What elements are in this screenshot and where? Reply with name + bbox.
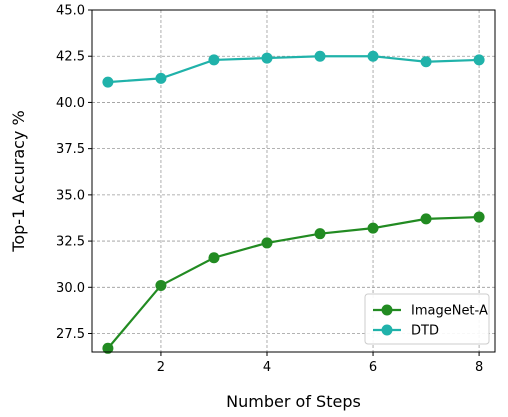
y-tick-label: 27.5 <box>56 327 85 342</box>
y-axis-label: Top-1 Accuracy % <box>9 110 28 252</box>
series-imagenet-a <box>102 211 485 354</box>
legend-item: DTD <box>373 324 439 339</box>
data-point <box>420 213 432 225</box>
series-dtd <box>102 50 485 88</box>
legend-marker <box>381 324 393 336</box>
y-tick-label: 35.0 <box>56 188 85 203</box>
data-point <box>367 222 379 234</box>
data-point <box>420 56 432 68</box>
series-line <box>107 215 480 350</box>
data-point <box>102 76 114 88</box>
data-point <box>261 237 273 249</box>
data-point <box>155 72 167 84</box>
data-point <box>367 50 379 62</box>
data-point <box>102 342 114 354</box>
x-tick-label: 6 <box>369 360 377 375</box>
data-point <box>261 52 273 64</box>
y-axis-ticks: 27.5 30.0 32.5 35.0 37.5 40.0 42.5 45.0 <box>56 4 92 342</box>
y-tick-label: 40.0 <box>56 96 85 111</box>
data-point <box>155 279 167 291</box>
legend-label: DTD <box>411 324 439 339</box>
data-point <box>314 228 326 240</box>
y-tick-label: 32.5 <box>56 235 85 250</box>
x-tick-label: 8 <box>475 360 483 375</box>
legend-label: ImageNet-A <box>411 304 488 319</box>
x-tick-label: 4 <box>263 360 271 375</box>
y-tick-label: 37.5 <box>56 142 85 157</box>
data-point <box>208 54 220 66</box>
x-axis-ticks: 2 4 6 8 <box>157 352 483 375</box>
x-tick-label: 2 <box>157 360 165 375</box>
data-point <box>314 50 326 62</box>
data-point <box>473 211 485 223</box>
data-point <box>473 54 485 66</box>
y-tick-label: 42.5 <box>56 50 85 65</box>
legend: ImageNet-A DTD <box>364 293 490 345</box>
x-axis-label: Number of Steps <box>226 392 361 411</box>
y-tick-label: 30.0 <box>56 281 85 296</box>
series-line <box>107 55 480 84</box>
legend-box <box>364 293 490 345</box>
legend-marker <box>381 304 393 316</box>
y-tick-label: 45.0 <box>56 4 85 19</box>
plot-frame <box>91 9 496 353</box>
data-point <box>208 252 220 264</box>
legend-item: ImageNet-A <box>373 304 488 319</box>
series-layer <box>102 50 485 354</box>
